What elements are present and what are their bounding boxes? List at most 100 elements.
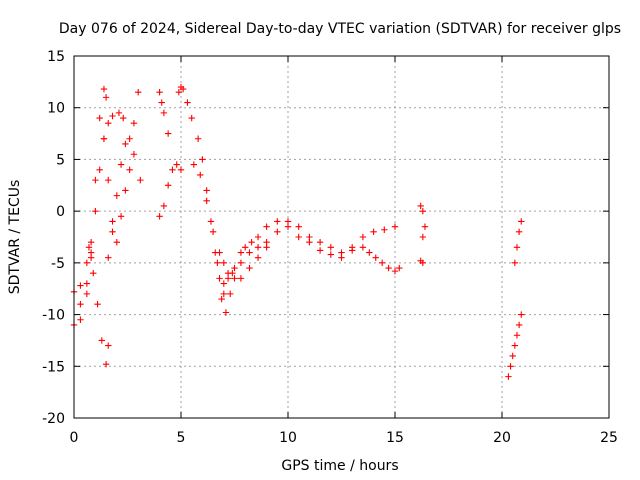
data-point [83, 290, 91, 298]
data-point [156, 213, 163, 220]
data-point [263, 238, 270, 246]
data-point [513, 332, 521, 339]
data-point [85, 244, 93, 251]
data-point [518, 218, 525, 225]
data-point [94, 301, 101, 308]
data-point [511, 259, 519, 267]
data-point [507, 363, 514, 370]
series-track-e [100, 135, 144, 246]
data-point [359, 233, 367, 241]
data-point [137, 176, 144, 184]
y-tick-label: 15 [47, 49, 65, 65]
series-track-k [220, 223, 356, 287]
data-point [246, 249, 253, 256]
data-point [274, 218, 281, 225]
data-point [122, 140, 129, 148]
series-track-d [105, 89, 142, 261]
data-point [214, 259, 221, 267]
data-point [513, 244, 521, 251]
data-point [237, 259, 245, 267]
y-tick-label: -15 [42, 359, 65, 375]
data-point [190, 161, 198, 168]
data-point [130, 151, 138, 158]
data-point [254, 254, 262, 261]
data-point [109, 112, 116, 120]
data-point [254, 244, 262, 251]
data-point [100, 85, 108, 93]
data-point [338, 254, 345, 261]
data-point [98, 337, 106, 344]
data-point [177, 166, 185, 173]
data-point [87, 249, 95, 256]
data-point [327, 251, 334, 258]
data-point [117, 213, 125, 220]
data-point [184, 99, 191, 106]
data-point [359, 244, 367, 251]
data-point [385, 264, 392, 272]
data-point [246, 264, 253, 272]
data-point [96, 166, 103, 173]
data-point [349, 247, 356, 254]
data-point [316, 238, 324, 246]
data-point [115, 109, 123, 117]
chart-title: Day 076 of 2024, Sidereal Day-to-day VTE… [59, 21, 621, 37]
grid-lines [74, 56, 609, 418]
series-track-b [70, 244, 112, 368]
data-point [207, 218, 215, 225]
data-point [100, 135, 108, 142]
data-point [169, 166, 176, 173]
data-point [417, 202, 424, 210]
data-point [263, 223, 270, 230]
data-point [274, 228, 281, 236]
data-point [370, 228, 377, 236]
data-point [203, 187, 210, 194]
data-point [102, 94, 110, 101]
data-point [122, 187, 129, 194]
data-point [96, 114, 103, 122]
data-point [505, 373, 512, 380]
y-tick-label: -20 [42, 411, 65, 427]
data-point [87, 238, 95, 246]
data-point [92, 207, 99, 215]
data-point [419, 233, 427, 241]
data-points [70, 83, 525, 380]
data-point [220, 280, 227, 287]
data-point [209, 228, 217, 236]
data-point [188, 114, 195, 122]
data-point [327, 244, 334, 251]
data-point [130, 120, 138, 127]
data-point [105, 254, 112, 261]
data-point [197, 171, 204, 179]
data-point [372, 254, 379, 261]
data-point [378, 259, 386, 267]
data-point [518, 311, 525, 318]
data-point [109, 218, 116, 225]
data-point [120, 114, 127, 122]
y-tick-label: 0 [56, 204, 65, 220]
data-point [179, 85, 187, 93]
data-point [199, 156, 206, 163]
data-point [515, 228, 523, 236]
data-point [117, 161, 125, 168]
data-point [248, 238, 255, 246]
data-point [164, 182, 172, 189]
data-point [511, 342, 519, 349]
data-point [231, 264, 238, 272]
data-point [203, 197, 210, 204]
series-track-n [505, 311, 525, 380]
data-point [391, 223, 399, 230]
data-point [237, 249, 245, 256]
data-point [164, 130, 172, 137]
data-point [231, 275, 238, 282]
plot-frame [73, 55, 610, 419]
y-axis-label: SDTVAR / TECUs [7, 180, 23, 295]
series-track-c [77, 109, 127, 308]
x-tick-label: 10 [279, 430, 297, 446]
data-point [160, 109, 168, 117]
data-point [105, 342, 112, 349]
data-point [92, 176, 99, 184]
data-point [83, 259, 91, 267]
data-point [216, 249, 223, 256]
data-point [242, 244, 249, 251]
series-track-m [417, 202, 429, 267]
